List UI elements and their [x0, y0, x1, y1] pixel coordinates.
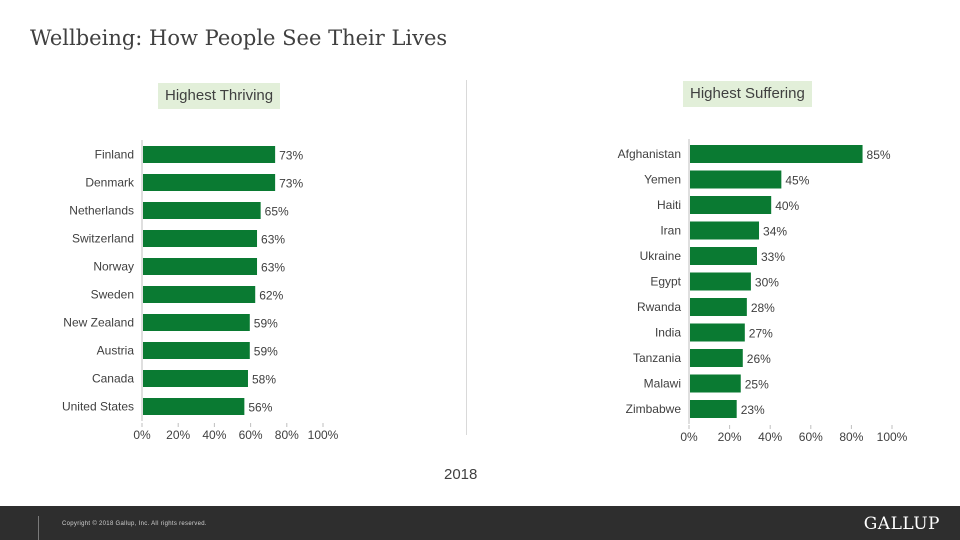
category-label: India [655, 326, 681, 340]
category-label: Tanzania [633, 351, 681, 365]
x-tick-label: 0% [680, 430, 698, 444]
bar [690, 323, 745, 342]
data-label: 45% [785, 174, 809, 188]
data-label: 40% [775, 199, 799, 213]
data-label: 63% [261, 261, 285, 275]
data-label: 63% [261, 233, 285, 247]
data-label: 26% [747, 352, 771, 366]
data-label: 62% [259, 289, 283, 303]
gallup-logo: GALLUP [863, 514, 940, 534]
bar [143, 342, 250, 359]
x-tick-label: 60% [239, 428, 263, 442]
panel-divider [466, 80, 467, 435]
bar [690, 400, 737, 418]
category-label: Denmark [85, 176, 135, 190]
category-label: Iran [660, 224, 681, 238]
bar [690, 349, 743, 367]
category-label: Rwanda [637, 300, 681, 314]
data-label: 28% [751, 301, 775, 315]
data-label: 59% [254, 345, 278, 359]
x-tick-label: 20% [166, 428, 190, 442]
x-tick-label: 20% [718, 430, 742, 444]
bar [690, 145, 863, 163]
category-label: Austria [97, 344, 135, 358]
x-tick-label: 100% [308, 428, 339, 442]
category-label: Afghanistan [618, 147, 681, 161]
suffering-panel-title: Highest Suffering [683, 81, 812, 107]
category-label: New Zealand [63, 316, 134, 330]
data-label: 73% [279, 149, 303, 163]
category-label: Finland [95, 148, 134, 162]
data-label: 58% [252, 373, 276, 387]
x-tick-label: 60% [799, 430, 823, 444]
bar [143, 230, 258, 247]
bar [690, 170, 782, 189]
data-label: 65% [265, 205, 289, 219]
bar [143, 174, 276, 191]
data-label: 34% [763, 225, 787, 239]
x-tick-label: 40% [758, 430, 782, 444]
data-label: 59% [254, 317, 278, 331]
category-label: Sweden [91, 288, 134, 302]
bar [690, 247, 757, 265]
copyright-text: Copyright © 2018 Gallup, Inc. All rights… [62, 521, 207, 527]
category-label: Malawi [644, 377, 681, 391]
category-label: United States [62, 400, 134, 414]
thriving-panel-title: Highest Thriving [158, 83, 281, 109]
bar [143, 398, 245, 415]
category-label: Ukraine [640, 249, 682, 263]
bar [143, 314, 250, 331]
category-label: Zimbabwe [626, 402, 682, 416]
bar [143, 370, 248, 387]
data-label: 27% [749, 327, 773, 341]
bar [690, 196, 772, 214]
bar [690, 374, 741, 393]
category-label: Switzerland [72, 232, 134, 246]
x-tick-label: 80% [275, 428, 299, 442]
data-label: 25% [745, 378, 769, 392]
footer-bar: Copyright © 2018 Gallup, Inc. All rights… [0, 506, 960, 540]
year-label: 2018 [444, 466, 478, 483]
bar [690, 221, 760, 240]
bar [690, 298, 747, 316]
category-label: Haiti [657, 198, 681, 212]
bar [690, 272, 751, 291]
chart-title: Wellbeing: How People See Their Lives [30, 26, 448, 50]
x-tick-label: 0% [133, 428, 151, 442]
category-label: Yemen [644, 173, 681, 187]
bar [143, 146, 276, 163]
x-tick-label: 40% [202, 428, 226, 442]
category-label: Netherlands [69, 204, 134, 218]
x-tick-label: 100% [877, 430, 908, 444]
category-label: Egypt [650, 275, 681, 289]
data-label: 56% [248, 401, 272, 415]
bar [143, 286, 256, 303]
footer-divider [38, 516, 39, 540]
category-label: Canada [92, 372, 134, 386]
data-label: 73% [279, 177, 303, 191]
data-label: 23% [741, 403, 765, 417]
bar [143, 202, 261, 219]
data-label: 85% [867, 148, 891, 162]
data-label: 33% [761, 250, 785, 264]
category-label: Norway [93, 260, 134, 274]
bar [143, 258, 258, 275]
x-tick-label: 80% [839, 430, 863, 444]
data-label: 30% [755, 276, 779, 290]
